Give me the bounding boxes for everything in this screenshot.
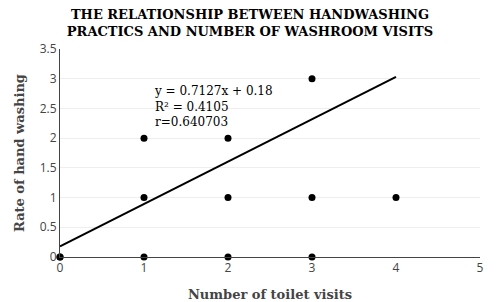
svg-text:5: 5	[477, 259, 484, 276]
svg-text:3: 3	[50, 70, 57, 87]
svg-text:2.5: 2.5	[40, 100, 57, 117]
svg-text:y = 0.7127x + 0.18R² = 0.4105r: y = 0.7127x + 0.18R² = 0.4105r=0.640703	[154, 84, 273, 129]
svg-text:2: 2	[50, 129, 57, 146]
svg-text:Rate of hand washing: Rate of hand washing	[12, 74, 27, 232]
svg-text:3: 3	[309, 259, 316, 276]
svg-text:1: 1	[50, 189, 57, 206]
svg-text:THE RELATIONSHIP BETWEEN HANDW: THE RELATIONSHIP BETWEEN HANDWASHINGPRAC…	[67, 7, 433, 39]
svg-text:0: 0	[50, 248, 57, 265]
svg-text:1: 1	[141, 259, 148, 276]
svg-text:Number of toilet visits: Number of toilet visits	[188, 287, 352, 302]
svg-text:3.5: 3.5	[40, 40, 57, 57]
svg-text:4: 4	[393, 259, 400, 276]
svg-text:2: 2	[225, 259, 232, 276]
svg-text:0: 0	[57, 259, 64, 276]
svg-text:1.5: 1.5	[40, 159, 57, 176]
svg-text:0.5: 0.5	[40, 218, 57, 235]
